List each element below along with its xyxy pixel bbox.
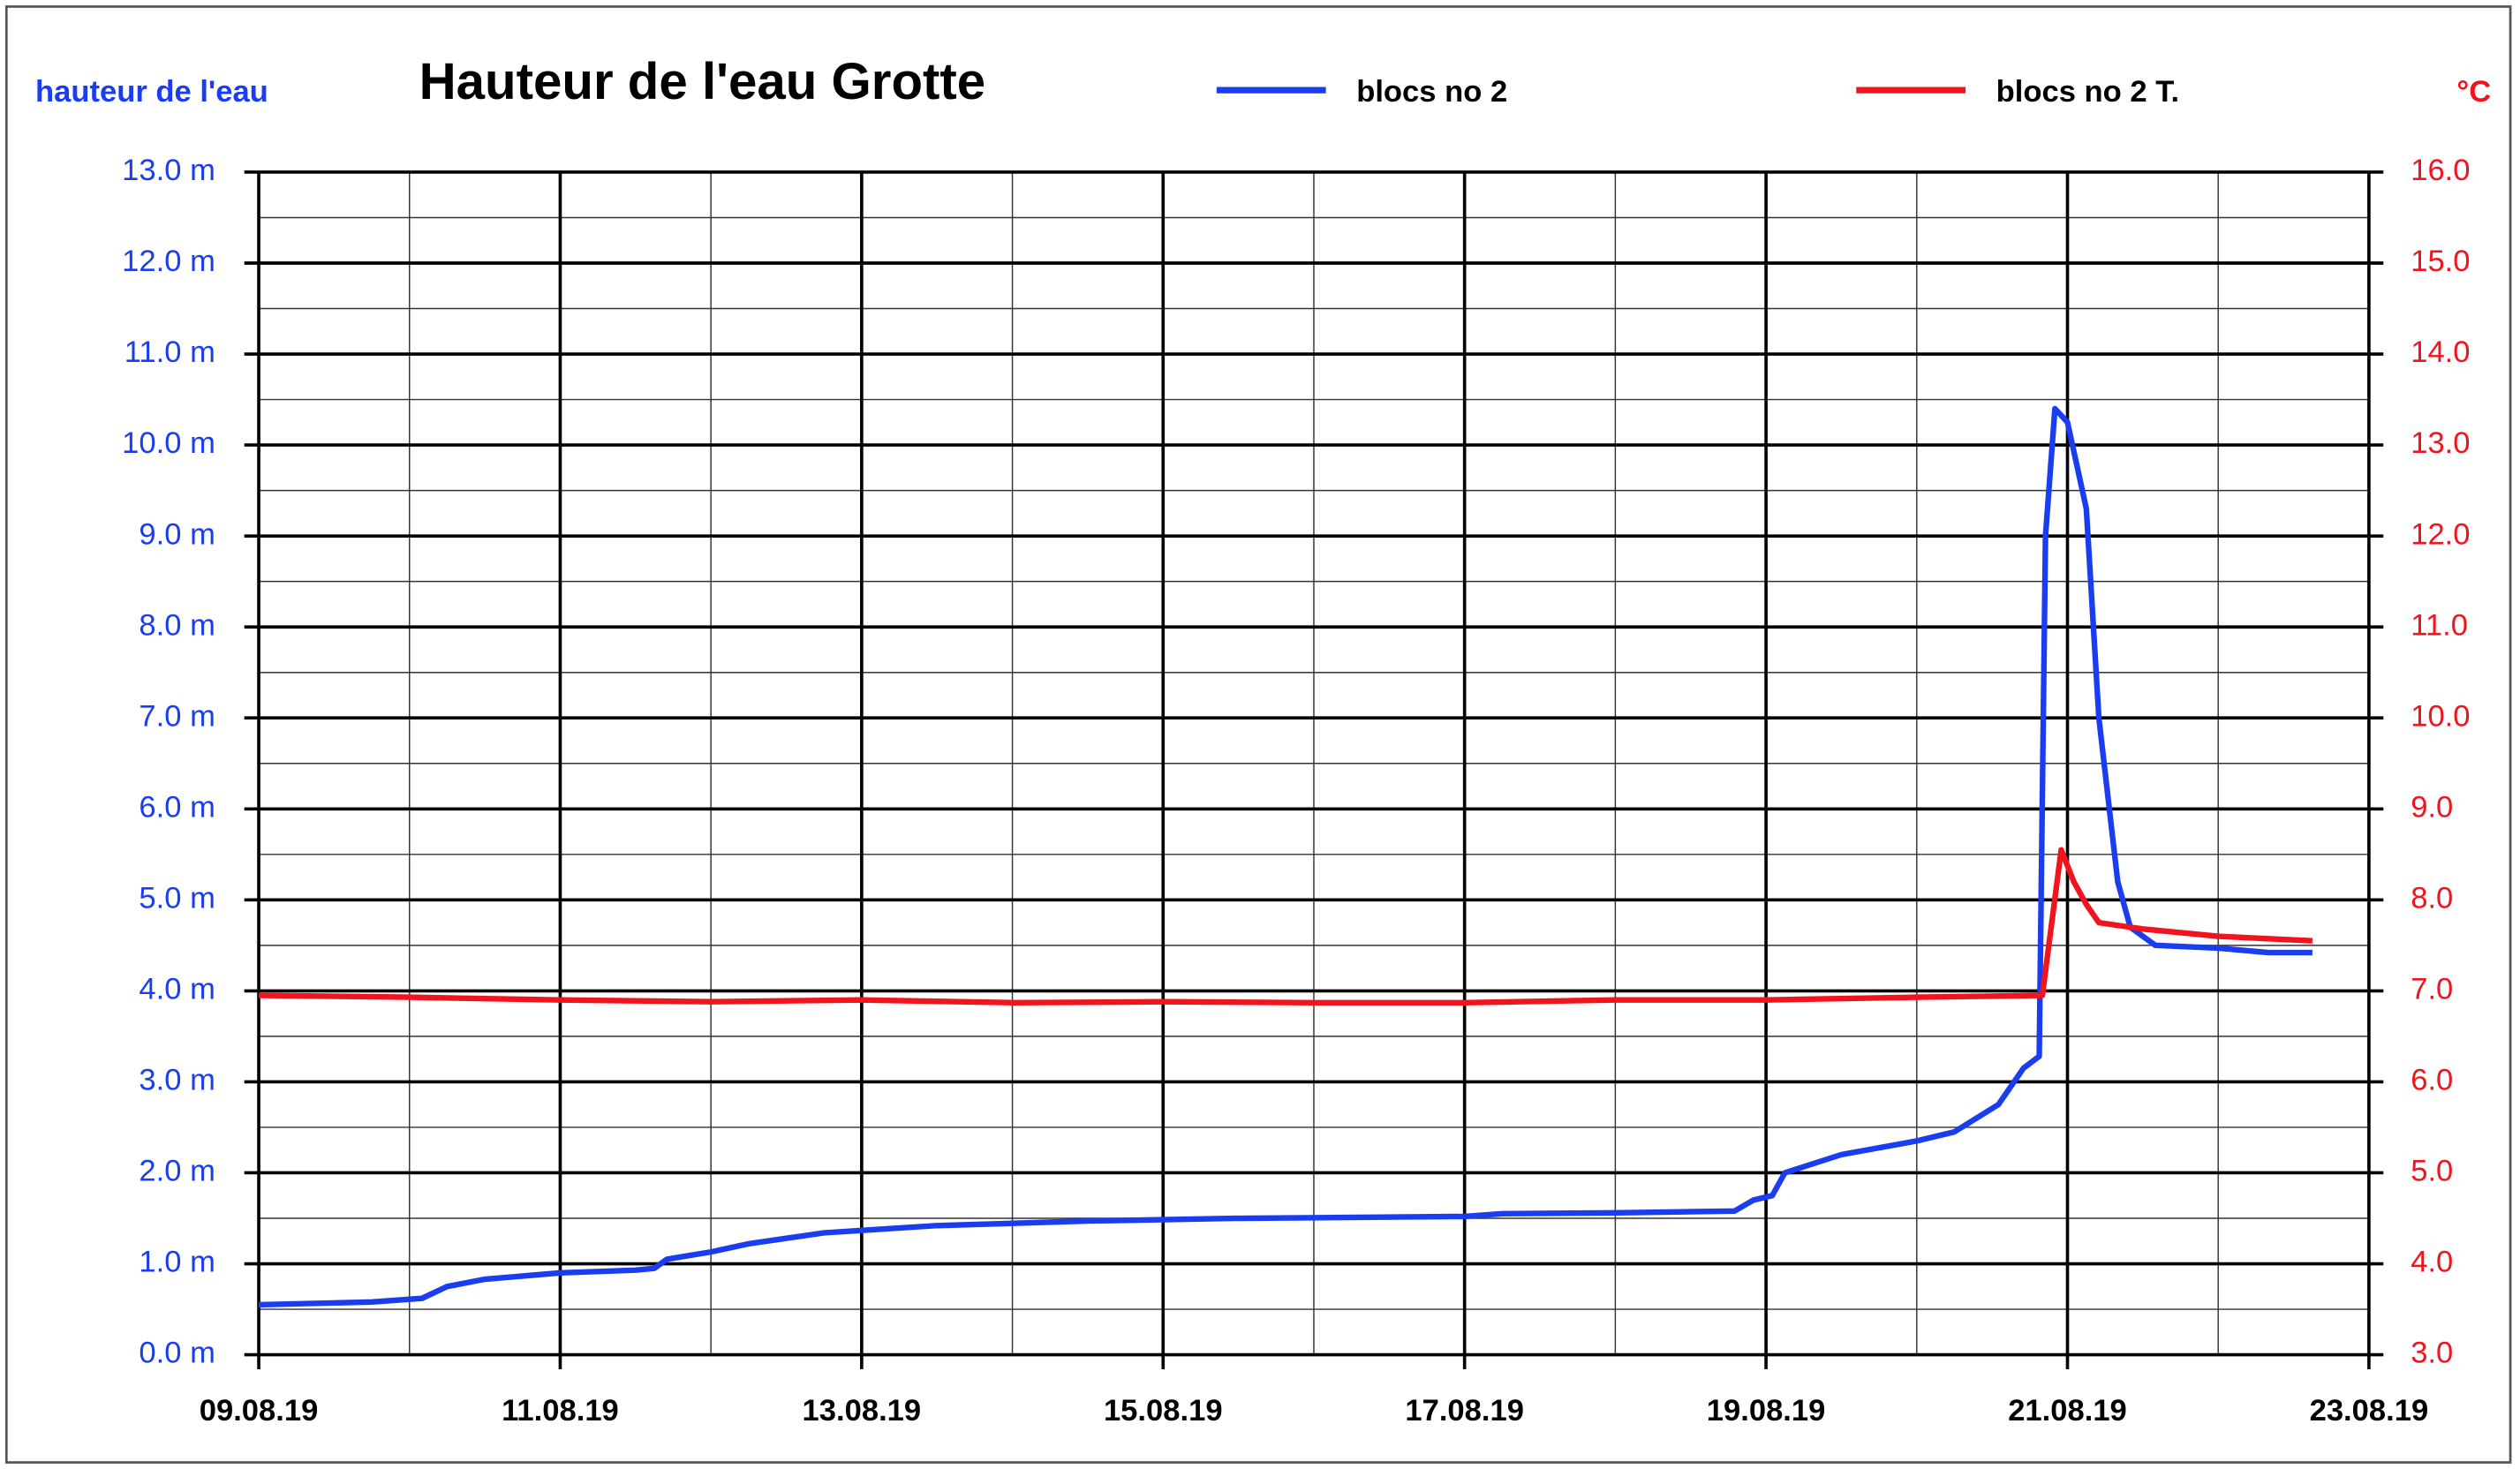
y2-tick-label: 5.0: [2411, 1155, 2453, 1188]
x-tick-label: 23.08.19: [2310, 1394, 2429, 1428]
data-line: [259, 847, 2313, 1006]
y-tick-label: 5.0 m: [139, 881, 215, 915]
y2-tick-label: 7.0: [2411, 973, 2453, 1006]
y2-tick-label: 15.0: [2411, 245, 2470, 278]
y2-tick-label: 10.0: [2411, 699, 2470, 733]
y-tick-label: 4.0 m: [139, 973, 215, 1006]
y-axis-label: hauteur de l'eau: [35, 75, 268, 109]
y-tick-label: 13.0 m: [122, 154, 215, 187]
y2-tick-label: 9.0: [2411, 790, 2453, 824]
y-tick-label: 7.0 m: [139, 699, 215, 733]
y-tick-label: 0.0 m: [139, 1337, 215, 1370]
y-tick-label: 11.0 m: [124, 335, 215, 369]
y-tick-label: 2.0 m: [139, 1155, 215, 1188]
x-tick-label: 09.08.19: [200, 1394, 319, 1428]
chart-title: Hauteur de l'eau Grotte: [419, 53, 986, 110]
y2-tick-label: 12.0: [2411, 517, 2470, 551]
y-tick-label: 12.0 m: [122, 245, 215, 278]
data-line: [258, 405, 2313, 1308]
x-tick-label: 13.08.19: [803, 1394, 922, 1428]
y2-tick-label: 16.0: [2411, 154, 2470, 187]
legend-label: blocs no 2: [1356, 75, 1507, 109]
y2-tick-label: 11.0: [2411, 608, 2468, 642]
y-tick-label: 10.0 m: [122, 426, 215, 460]
y-tick-label: 1.0 m: [139, 1246, 215, 1279]
y-tick-label: 6.0 m: [139, 790, 215, 824]
y2-tick-label: 6.0: [2411, 1064, 2453, 1097]
x-tick-label: 21.08.19: [2008, 1394, 2127, 1428]
y-tick-label: 9.0 m: [139, 517, 215, 551]
y2-axis-label: °C: [2456, 75, 2491, 109]
x-tick-label: 15.08.19: [1104, 1394, 1223, 1428]
y2-tick-label: 8.0: [2411, 881, 2453, 915]
frame: [4, 5, 2512, 1464]
y2-tick-label: 13.0: [2411, 426, 2470, 460]
y2-tick-label: 14.0: [2411, 335, 2470, 369]
x-tick-label: 19.08.19: [1707, 1394, 1826, 1428]
y2-tick-label: 3.0: [2411, 1337, 2453, 1370]
y2-tick-label: 4.0: [2411, 1246, 2453, 1279]
x-tick-label: 17.08.19: [1405, 1394, 1524, 1428]
y-tick-label: 8.0 m: [139, 608, 215, 642]
y-tick-label: 3.0 m: [139, 1064, 215, 1097]
x-tick-label: 11.08.19: [502, 1394, 619, 1428]
legend-label: blocs no 2 T.: [1996, 75, 2180, 109]
